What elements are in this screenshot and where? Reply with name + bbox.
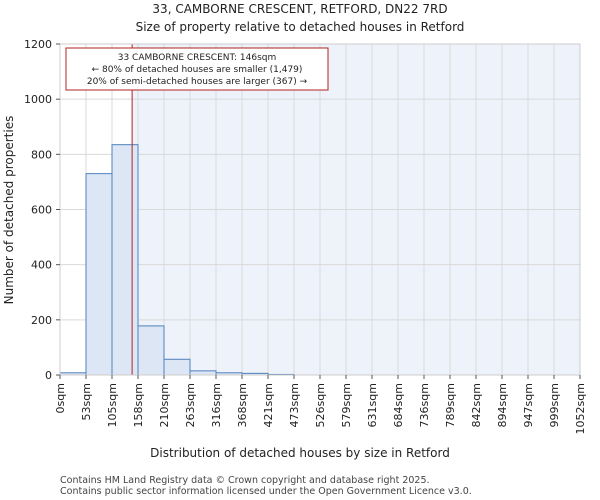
- x-tick-label: 631sqm: [366, 383, 379, 427]
- bar-53sqm: [85, 173, 113, 376]
- y-tick-label: 200: [31, 314, 52, 327]
- x-tick-label: 316sqm: [210, 383, 223, 427]
- x-axis-label: Distribution of detached houses by size …: [150, 446, 450, 460]
- x-tick-label: 1052sqm: [574, 383, 587, 434]
- x-tick-label: 684sqm: [392, 383, 405, 427]
- x-tick-label: 789sqm: [444, 383, 457, 427]
- annotation-box: [65, 47, 329, 91]
- chart-title: 33, CAMBORNE CRESCENT, RETFORD, DN22 7RD: [152, 2, 447, 16]
- y-tick-label: 400: [31, 259, 52, 272]
- bar-263sqm: [189, 370, 217, 376]
- x-tick-label: 158sqm: [132, 383, 145, 427]
- y-tick-label: 800: [31, 148, 52, 161]
- bar-105sqm: [111, 144, 139, 376]
- x-tick-label: 421sqm: [262, 383, 275, 427]
- footer-line-2: Contains public sector information licen…: [60, 486, 472, 497]
- bar-210sqm: [163, 358, 191, 376]
- y-tick-label: 1200: [24, 38, 52, 51]
- annotation-line-2: ← 80% of detached houses are smaller (1,…: [92, 65, 303, 75]
- x-tick-label: 53sqm: [80, 383, 93, 420]
- y-axis-label: Number of detached properties: [2, 116, 16, 305]
- x-tick-label: 736sqm: [418, 383, 431, 427]
- x-tick-label: 947sqm: [522, 383, 535, 427]
- x-tick-label: 894sqm: [496, 383, 509, 427]
- x-tick-label: 579sqm: [340, 383, 353, 427]
- annotation-line-1: 33 CAMBORNE CRESCENT: 146sqm: [118, 53, 277, 63]
- x-tick-label: 368sqm: [236, 383, 249, 427]
- x-tick-label: 526sqm: [314, 383, 327, 427]
- y-axis-ticks: 0 200 400 600 800 1000 1200: [24, 38, 60, 382]
- property-annotation: 33 CAMBORNE CRESCENT: 146sqm ← 80% of de…: [65, 47, 329, 91]
- x-tick-label: 842sqm: [470, 383, 483, 427]
- x-tick-label: 263sqm: [184, 383, 197, 427]
- bars: [59, 144, 295, 376]
- y-tick-label: 600: [31, 204, 52, 217]
- x-tick-label: 210sqm: [158, 383, 171, 427]
- x-tick-label: 0sqm: [54, 383, 67, 413]
- chart-subtitle: Size of property relative to detached ho…: [136, 20, 465, 34]
- x-tick-label: 999sqm: [548, 383, 561, 427]
- x-tick-label: 105sqm: [106, 383, 119, 427]
- y-tick-label: 0: [45, 369, 52, 382]
- annotation-line-3: 20% of semi-detached houses are larger (…: [87, 77, 308, 87]
- bar-158sqm: [137, 325, 165, 376]
- x-tick-label: 473sqm: [288, 383, 301, 427]
- x-axis-ticks: 0sqm 53sqm 105sqm 158sqm 210sqm 263sqm 316sqm 3…: [54, 375, 587, 434]
- y-tick-label: 1000: [24, 93, 52, 106]
- footer-line-1: Contains HM Land Registry data © Crown c…: [60, 475, 430, 486]
